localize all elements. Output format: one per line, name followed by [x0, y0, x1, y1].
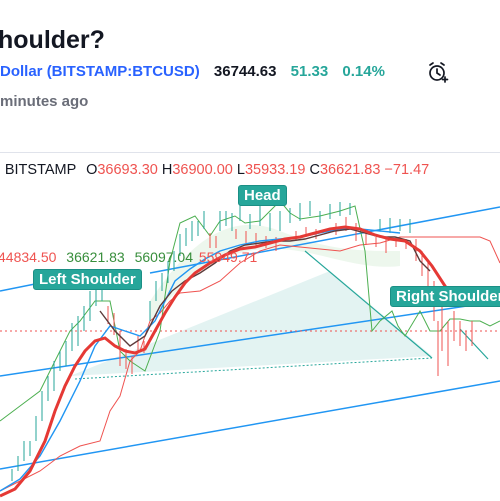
- trend-lower-line: [0, 380, 500, 470]
- symbol-line: Dollar (BITSTAMP:BTCUSD) 36744.63 51.33 …: [0, 63, 385, 80]
- legend-close: 36621.83: [319, 162, 381, 178]
- ohlc-legend: · BITSTAMP O36693.30 H36900.00 L35933.19…: [0, 162, 429, 178]
- legend-close-label: C: [309, 162, 320, 178]
- head-label[interactable]: Head: [238, 185, 287, 206]
- pattern-right-edge-2: [459, 328, 489, 360]
- legend-low: 35933.19: [244, 162, 306, 178]
- ichimoku-legend: 44834.50 36621.83 56097.04 55949.71: [0, 249, 257, 265]
- legend-open-label: O: [86, 162, 98, 178]
- legend-open: 36693.30: [97, 162, 158, 178]
- ichimoku-value-2: 36621.83: [66, 249, 125, 265]
- alarm-clock-plus-icon[interactable]: [426, 60, 450, 84]
- ichimoku-value-4: 55949.71: [198, 249, 258, 265]
- ichimoku-cloud: [150, 224, 400, 321]
- symbol-name[interactable]: Dollar: [0, 63, 43, 80]
- left-shoulder-label[interactable]: Left Shoulder: [33, 269, 142, 290]
- chart-canvas[interactable]: [0, 153, 500, 501]
- chart-area[interactable]: [0, 152, 500, 501]
- right-shoulder-label[interactable]: Right Shoulder: [390, 286, 500, 307]
- lagging-span-red: [0, 236, 500, 492]
- symbol-change: 51.33: [290, 63, 329, 80]
- legend-exchange: · BITSTAMP: [0, 162, 77, 178]
- ichimoku-value-1: 44834.50: [0, 249, 57, 265]
- pattern-shade: [70, 271, 432, 376]
- trend-mid-line: [0, 300, 500, 377]
- moving-average-red: [0, 225, 457, 498]
- symbol-price: 36744.63: [213, 63, 277, 80]
- moving-average-blue: [0, 228, 401, 492]
- symbol-ticker-link[interactable]: (BITSTAMP:BTCUSD): [46, 63, 200, 80]
- ichimoku-value-3: 56097.04: [134, 249, 193, 265]
- publish-time: minutes ago: [0, 93, 89, 110]
- pattern-right-edge: [304, 250, 433, 359]
- trend-upper-line: [149, 206, 500, 274]
- legend-high: 36900.00: [172, 162, 233, 178]
- idea-title: houlder?: [0, 26, 105, 54]
- legend-change: −71.47: [384, 162, 430, 178]
- legend-high-label: H: [161, 162, 173, 178]
- legend-low-label: L: [236, 162, 245, 178]
- symbol-change-pct: 0.14%: [342, 63, 385, 80]
- lagging-span-green: [0, 200, 500, 422]
